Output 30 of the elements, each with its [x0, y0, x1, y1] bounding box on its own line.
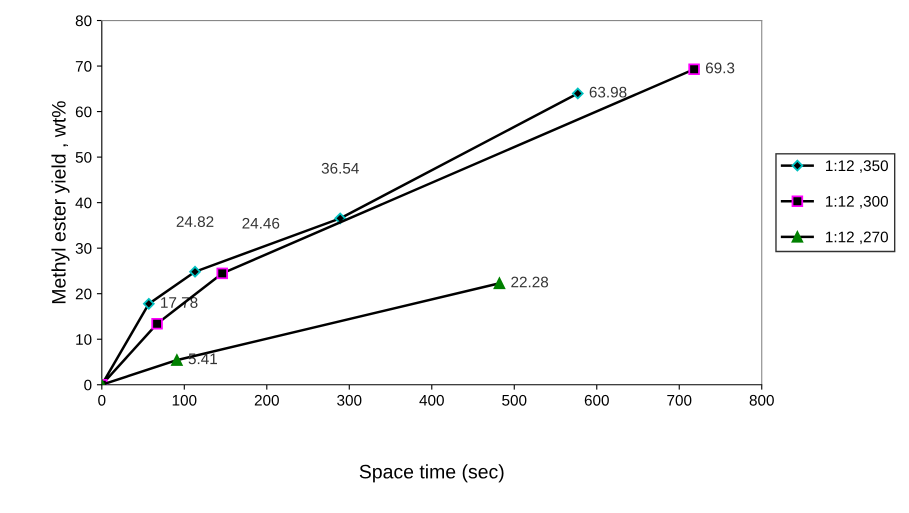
- y-tick-label: 0: [84, 380, 92, 390]
- data-label: 24.82: [176, 216, 214, 228]
- legend-label: 1:12 ,270: [826, 232, 888, 244]
- legend-label: 1:12 ,350: [826, 160, 888, 173]
- y-axis-title: Methyl ester yield , wt%: [51, 101, 70, 304]
- data-label: 24.46: [242, 218, 280, 229]
- y-tick-label: 10: [76, 334, 92, 345]
- y-tick-label: 40: [75, 198, 92, 208]
- legend-label: 1:12 ,300: [826, 196, 888, 209]
- x-tick-label: 200: [254, 394, 279, 406]
- x-tick-label: 0: [98, 394, 106, 406]
- data-label: 36.54: [322, 162, 359, 174]
- y-tick-label: 50: [76, 152, 92, 163]
- x-axis-title: Space time (sec): [360, 464, 504, 482]
- y-tick-label: 60: [76, 106, 92, 118]
- x-tick-label: 600: [584, 394, 609, 406]
- x-tick-label: 500: [502, 394, 526, 406]
- y-tick-label: 70: [76, 60, 92, 72]
- x-tick-label: 800: [750, 394, 774, 406]
- data-label: 22.28: [511, 276, 548, 288]
- y-tick-label: 30: [76, 243, 92, 254]
- y-tick-label: 20: [76, 288, 92, 300]
- data-label: 69.3: [706, 62, 734, 74]
- x-tick-label: 700: [667, 394, 692, 406]
- y-tick-label: 80: [76, 15, 92, 26]
- x-tick-label: 300: [337, 394, 362, 406]
- x-tick-label: 100: [172, 394, 196, 406]
- data-label: 63.98: [590, 86, 626, 98]
- x-tick-label: 400: [419, 394, 444, 406]
- data-label: 5.41: [188, 354, 217, 364]
